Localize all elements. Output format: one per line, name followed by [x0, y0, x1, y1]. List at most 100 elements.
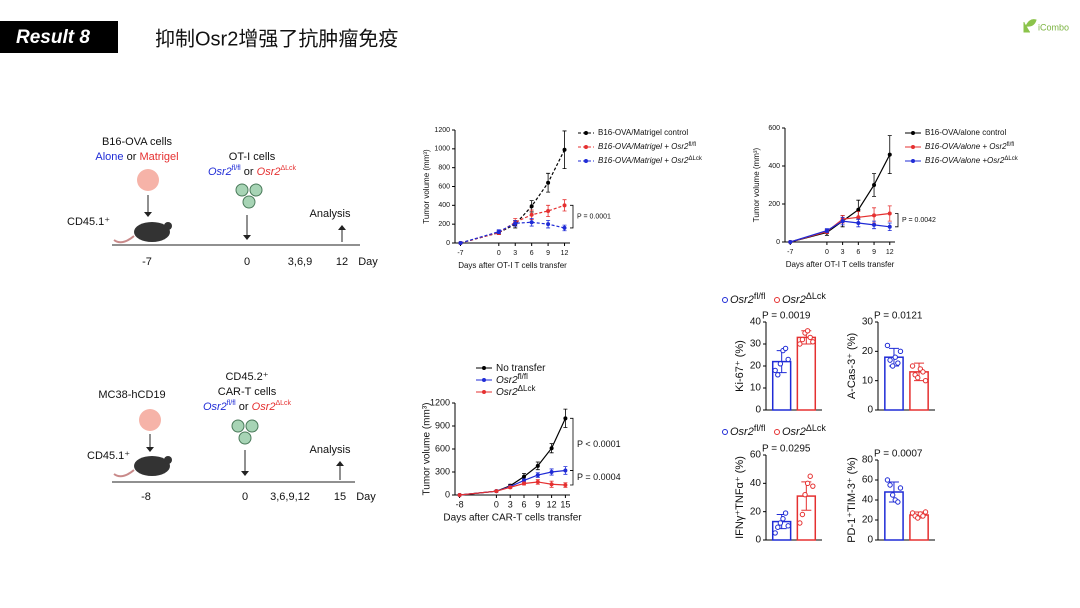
point: [508, 485, 513, 490]
point: [797, 520, 803, 526]
arrowhead: [146, 447, 154, 452]
donor-label: CD45.2⁺: [225, 371, 268, 383]
point: [777, 520, 784, 526]
point: [915, 515, 921, 521]
point: [782, 345, 789, 352]
p-value: P = 0.0007: [874, 449, 923, 460]
y-tick-label: 20: [862, 515, 874, 526]
arrowhead: [241, 471, 249, 476]
legend-marker: [911, 145, 915, 149]
point: [529, 212, 534, 217]
time-unit: Day: [358, 256, 378, 268]
point: [529, 204, 534, 209]
point: [549, 482, 554, 487]
y-tick-label: 60: [750, 450, 762, 461]
legend-label: Osr2ΔLck: [782, 291, 826, 306]
legend-label: B16-OVA/Matrigel + Osr2ΔLck: [598, 156, 703, 166]
x-tick-label: 3: [513, 250, 517, 257]
y-tick-label: 600: [435, 443, 450, 453]
y-axis-label: Tumor volume (mm³): [422, 149, 431, 224]
x-tick-label: 0: [494, 499, 499, 509]
bracket: [570, 470, 574, 486]
y-tick-label: 10: [750, 383, 762, 394]
time-label: 0: [242, 491, 248, 503]
diagram-1: B16-OVA cells Alone or Matrigel CD45.1⁺ …: [67, 136, 378, 268]
point: [777, 361, 784, 367]
p-value: P = 0.0001: [577, 213, 611, 220]
legend-marker: [584, 159, 588, 163]
point: [775, 524, 781, 530]
series-line: [790, 212, 890, 243]
legend-name: B16-OVA/alone +Osr2: [925, 156, 1005, 165]
point: [775, 372, 781, 378]
y-tick-label: 20: [750, 506, 762, 517]
y-tick-label: 0: [755, 405, 761, 416]
x-tick-label: 9: [872, 249, 876, 256]
point: [562, 225, 567, 230]
legend-sup: ΔLck: [806, 423, 827, 433]
y-tick-label: 0: [867, 535, 873, 546]
point: [889, 492, 896, 498]
mouse-ear: [164, 456, 172, 464]
y-tick-label: 800: [438, 165, 450, 172]
legend-marker: [774, 297, 780, 303]
point: [810, 339, 816, 345]
legend-marker: [911, 159, 915, 163]
y-tick-label: 40: [750, 317, 762, 328]
series-line: [790, 154, 891, 243]
y-tick-label: 200: [438, 221, 450, 228]
y-tick-label: 0: [867, 405, 873, 416]
genotypes: Osr2fl/fl or Osr2ΔLck: [203, 400, 292, 413]
time-label: -8: [141, 491, 151, 503]
point: [546, 222, 551, 227]
x-tick-label: 6: [521, 499, 526, 509]
series-line: [460, 221, 565, 244]
legend-label: No transfer: [496, 363, 546, 374]
time-label: 15: [334, 491, 346, 503]
point: [909, 363, 916, 369]
legend-sup: ΔLck: [806, 291, 827, 301]
tumor-icon: [139, 409, 161, 431]
legend-sup: fl/fl: [754, 291, 766, 301]
x-tick-label: -7: [457, 250, 463, 257]
point: [799, 511, 806, 518]
gene-sup: fl/fl: [232, 165, 241, 172]
legend-label: B16-OVA/alone control: [925, 128, 1006, 137]
option: Matrigel: [139, 151, 178, 163]
x-tick-label: 6: [530, 250, 534, 257]
point: [535, 463, 540, 468]
badge-box: [0, 21, 118, 53]
x-tick-label: 12: [547, 499, 557, 509]
y-tick-label: 40: [862, 495, 874, 506]
x-tick-label: 0: [825, 249, 829, 256]
legend-name: No transfer: [496, 363, 546, 374]
cells-option: Alone or Matrigel: [95, 151, 178, 163]
legend-name: Osr2: [782, 294, 806, 306]
legend-sup: fl/fl: [1007, 142, 1015, 148]
point: [872, 222, 877, 227]
point: [563, 416, 568, 421]
y-tick-label: 200: [768, 201, 780, 208]
legend-marker: [482, 390, 486, 394]
point: [895, 499, 901, 505]
point: [887, 224, 892, 229]
gene: Osr2: [208, 166, 232, 178]
bracket: [895, 213, 899, 228]
y-tick-label: 1200: [434, 127, 450, 134]
y-tick-label: 300: [435, 466, 450, 476]
legend-name: Osr2: [496, 375, 518, 386]
point: [513, 221, 518, 226]
point: [562, 147, 567, 152]
badge: Result 8: [16, 27, 90, 48]
legend-name: Osr2: [782, 426, 806, 438]
time-unit: Day: [356, 491, 376, 503]
mouse-tail: [113, 235, 135, 244]
gene: Osr2: [252, 401, 276, 413]
point: [922, 377, 929, 384]
point: [897, 348, 904, 355]
arrowhead: [243, 235, 251, 240]
point: [529, 220, 534, 225]
p-value: P = 0.0019: [762, 311, 811, 322]
point: [522, 481, 526, 486]
point: [457, 493, 462, 497]
